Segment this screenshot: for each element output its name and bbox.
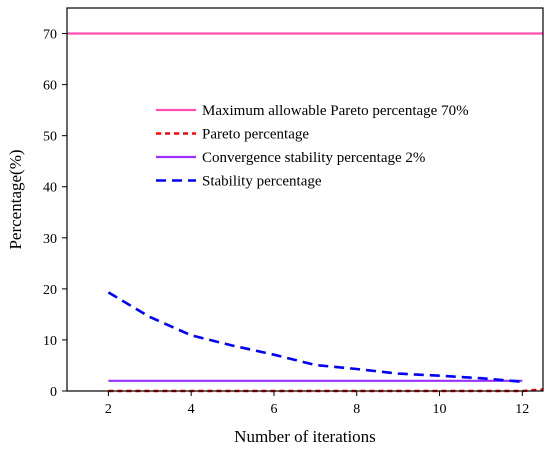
x-tick-label: 4	[188, 402, 195, 417]
y-axis-title: Percentage(%)	[6, 149, 25, 249]
series-layer	[67, 32, 544, 393]
y-tick-label: 60	[43, 79, 57, 94]
y-tick-label: 50	[43, 130, 57, 145]
legend-label-2: Pareto percentage	[202, 127, 309, 143]
y-tick-label: 0	[50, 385, 57, 400]
x-axis-title: Number of iterations	[234, 427, 376, 446]
legend-label-1: Maximum allowable Pareto percentage 70%	[202, 103, 469, 119]
legend-label-3: Convergence stability percentage 2%	[202, 150, 425, 166]
legend-label-4: Stability percentage	[202, 174, 322, 190]
x-tick-label: 6	[270, 402, 277, 417]
y-tick-label: 20	[43, 283, 57, 298]
x-tick-label: 8	[353, 402, 360, 417]
series-line-4	[107, 291, 523, 384]
x-tick-label: 2	[105, 402, 112, 417]
x-tick-label: 12	[515, 402, 529, 417]
plot-frame	[66, 7, 544, 392]
x-tick-label: 10	[433, 402, 447, 417]
y-tick-label: 30	[43, 232, 57, 247]
y-tick-label: 10	[43, 334, 57, 349]
y-tick-label: 40	[43, 181, 57, 196]
legend: Maximum allowable Pareto percentage 70% P…	[156, 103, 469, 190]
ticks-layer: 2 4 6 8 10 12 0 10 20 30 40 50 60 70	[43, 28, 529, 417]
y-tick-label: 70	[43, 28, 57, 43]
